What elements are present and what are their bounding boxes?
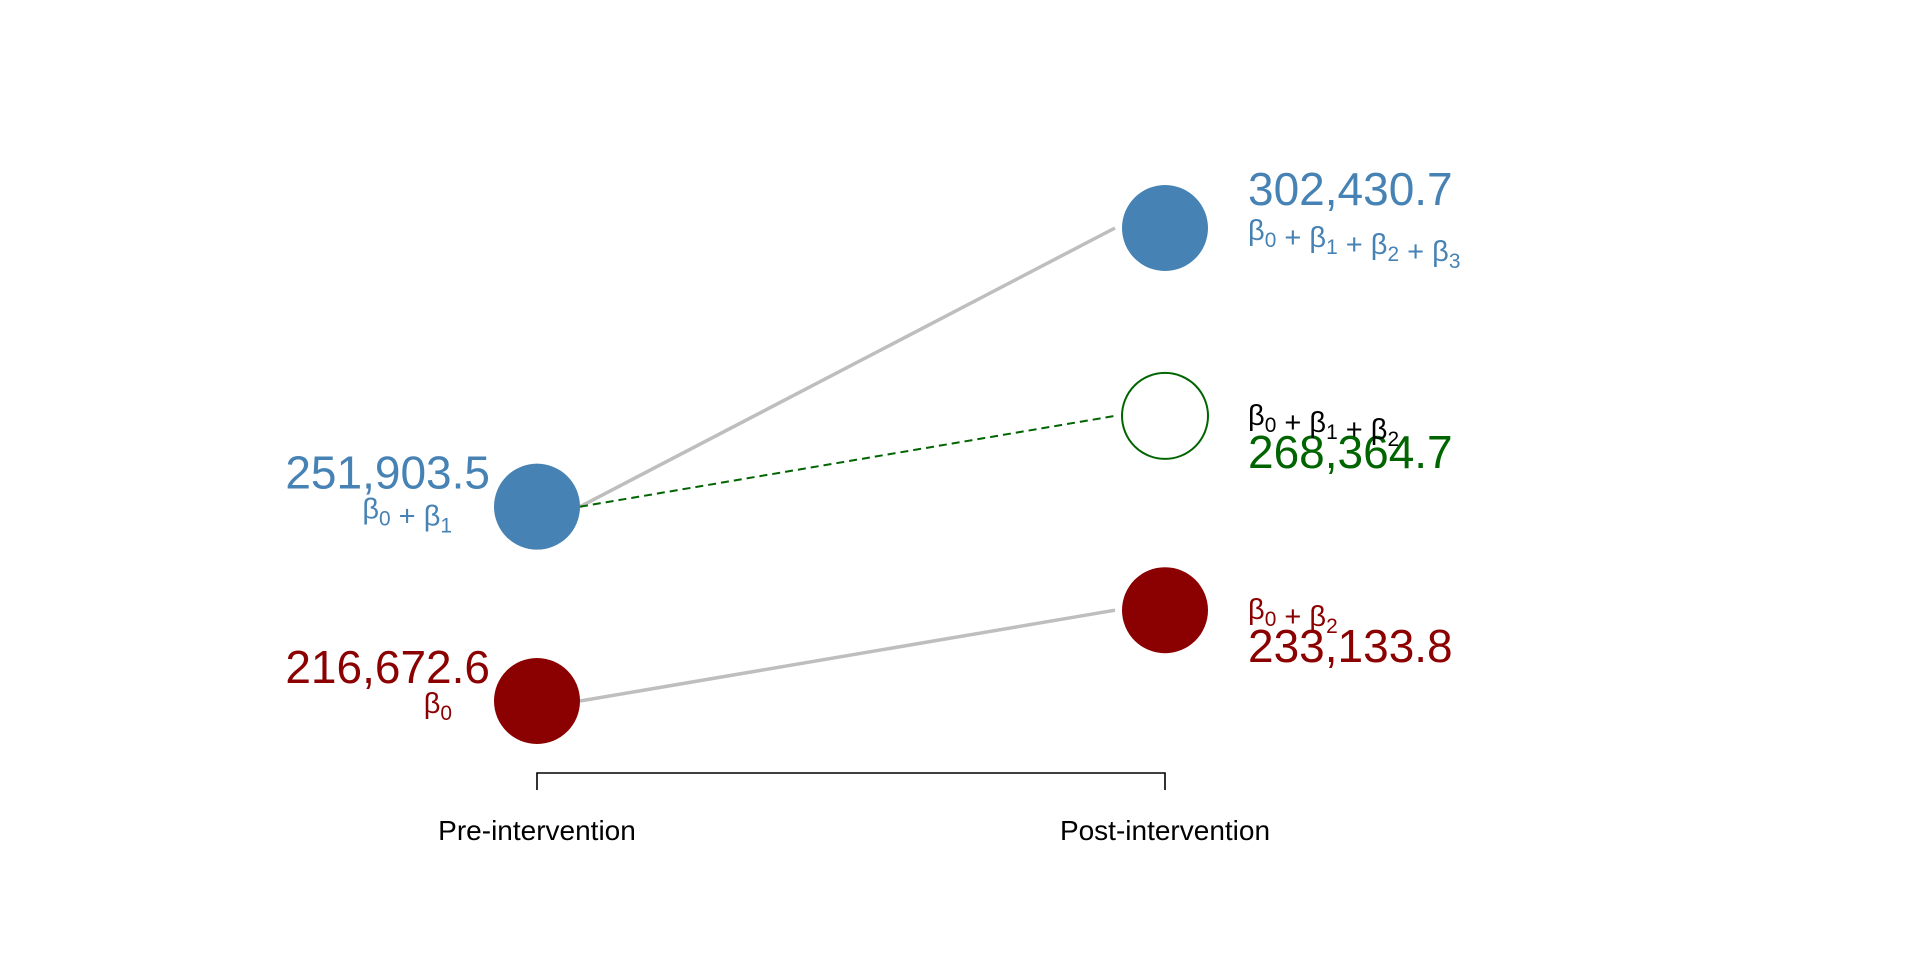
formula-label-counterfactual-post: β0 + β1 + β2 xyxy=(1248,400,1399,451)
connector-lines xyxy=(579,226,1116,703)
x-tick-label: Post-intervention xyxy=(1060,815,1270,846)
value-label-control-pre: 216,672.6 xyxy=(285,641,490,693)
formula-label-control-post: β0 + β2 xyxy=(1248,594,1338,638)
value-label-treated-post: 302,430.7 xyxy=(1248,163,1453,215)
value-label-counterfactual-post: 268,364.7 xyxy=(1248,426,1453,478)
control-line xyxy=(579,608,1116,703)
formula-label-treated-pre: β0 + β1 xyxy=(362,494,452,538)
treated-line xyxy=(579,226,1116,509)
point-counterfactual-post xyxy=(1121,371,1209,460)
x-tick-label: Pre-intervention xyxy=(438,815,636,846)
value-label-treated-pre: 251,903.5 xyxy=(285,447,490,499)
x-axis: Pre-intervention Post-intervention xyxy=(438,772,1270,846)
counterfactual-line xyxy=(579,414,1116,508)
points xyxy=(494,185,1209,744)
point-treated-pre xyxy=(494,463,580,550)
point-control-pre xyxy=(494,658,580,744)
formula-label-control-pre: β0 xyxy=(424,688,452,725)
point-control-post xyxy=(1122,567,1208,654)
formula-label-treated-post: β0 + β1 + β2 + β3 xyxy=(1248,215,1460,273)
value-label-control-post: 233,133.8 xyxy=(1248,620,1453,672)
x-axis-line xyxy=(536,772,1166,790)
point-treated-post xyxy=(1122,185,1208,271)
